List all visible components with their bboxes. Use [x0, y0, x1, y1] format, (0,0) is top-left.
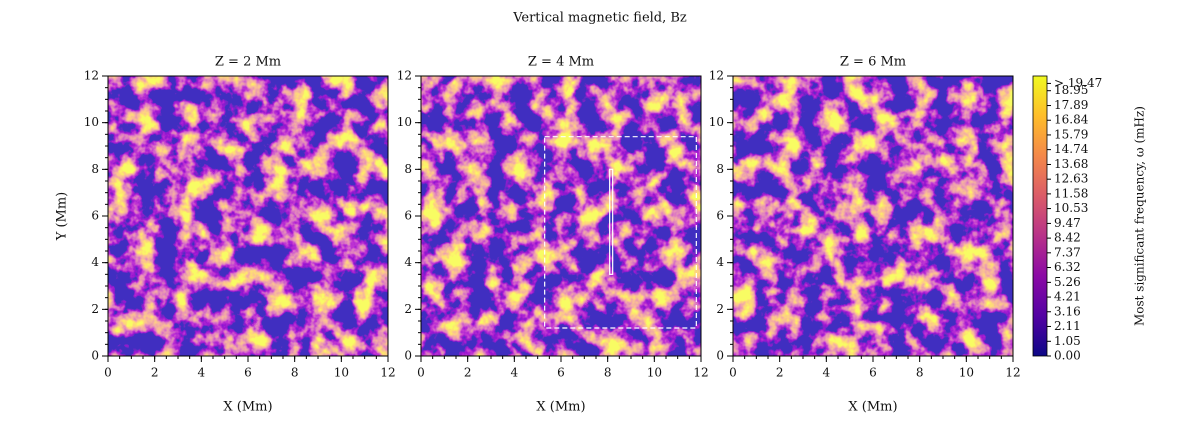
x-tick-label: 2 [151, 366, 159, 380]
colorbar [1032, 75, 1048, 357]
x-axis-label: X (Mm) [848, 400, 897, 415]
y-tick-label: 8 [716, 162, 724, 176]
y-tick-label: 0 [91, 349, 99, 363]
y-tick-label: 0 [404, 349, 412, 363]
x-tick-label: 2 [464, 366, 472, 380]
region-box [544, 136, 697, 329]
y-tick-label: 2 [404, 302, 412, 316]
x-tick-label: 2 [776, 366, 784, 380]
colorbar-tick-label: 11.58 [1054, 186, 1088, 200]
y-tick-label: 6 [716, 209, 724, 223]
panel-title: Z = 4 Mm [528, 55, 594, 70]
colorbar-label: Most significant frequency, ω (mHz) [1133, 106, 1147, 326]
y-tick-label: 4 [716, 255, 724, 269]
colorbar-tick-label: 13.68 [1054, 157, 1088, 171]
y-tick-label: 12 [397, 69, 412, 83]
x-tick-label: 0 [104, 366, 112, 380]
y-tick-label: 10 [84, 115, 99, 129]
colorbar-tick-label: 10.53 [1054, 201, 1088, 215]
x-tick-label: 12 [380, 366, 395, 380]
y-tick-label: 6 [404, 209, 412, 223]
colorbar-tick-label: > 19.47 [1054, 76, 1102, 90]
y-tick-label: 10 [709, 115, 724, 129]
y-tick-label: 4 [91, 255, 99, 269]
x-tick-label: 6 [244, 366, 252, 380]
x-tick-label: 0 [729, 366, 737, 380]
y-tick-label: 2 [716, 302, 724, 316]
y-tick-label: 8 [404, 162, 412, 176]
colorbar-tick-label: 17.89 [1054, 98, 1088, 112]
panel-title: Z = 6 Mm [840, 55, 906, 70]
y-tick-label: 12 [709, 69, 724, 83]
heatmap-image [108, 76, 388, 356]
y-tick-label: 2 [91, 302, 99, 316]
colorbar-tick-label: 0.00 [1054, 349, 1081, 363]
heatmap-image [421, 76, 701, 356]
slit [609, 168, 614, 275]
colorbar-tick-label: 9.47 [1054, 216, 1081, 230]
colorbar-tick-label: 12.63 [1054, 172, 1088, 186]
y-tick-label: 4 [404, 255, 412, 269]
x-tick-label: 10 [334, 366, 349, 380]
colorbar-tick-label: 14.74 [1054, 142, 1089, 156]
panel-title: Z = 2 Mm [215, 55, 281, 70]
y-tick-label: 12 [84, 69, 99, 83]
y-axis-label: Y (Mm) [55, 192, 70, 242]
x-tick-label: 8 [916, 366, 924, 380]
x-tick-label: 4 [511, 366, 519, 380]
x-tick-label: 6 [557, 366, 565, 380]
x-axis-label: X (Mm) [223, 400, 272, 415]
x-tick-label: 10 [959, 366, 974, 380]
x-tick-label: 4 [823, 366, 831, 380]
x-tick-label: 8 [604, 366, 612, 380]
colorbar-tick-label: 2.11 [1054, 319, 1081, 333]
x-tick-label: 12 [1005, 366, 1020, 380]
y-tick-label: 8 [91, 162, 99, 176]
x-tick-label: 0 [417, 366, 425, 380]
colorbar-tick-label: 18.95 [1054, 83, 1088, 97]
colorbar-tick-label: 6.32 [1054, 260, 1081, 274]
colorbar-tick-label: 4.21 [1054, 290, 1081, 304]
figure-title: Vertical magnetic field, Bz [512, 11, 687, 26]
heatmap-image [733, 76, 1013, 356]
colorbar-tick-label: 8.42 [1054, 231, 1081, 245]
y-tick-label: 6 [91, 209, 99, 223]
x-tick-label: 8 [291, 366, 299, 380]
x-tick-label: 10 [647, 366, 662, 380]
colorbar-tick-label: 7.37 [1054, 245, 1081, 259]
x-tick-label: 4 [198, 366, 206, 380]
x-tick-label: 6 [869, 366, 877, 380]
y-tick-label: 10 [397, 115, 412, 129]
colorbar-tick-label: 1.05 [1054, 334, 1081, 348]
x-axis-label: X (Mm) [536, 400, 585, 415]
colorbar-tick-label: 16.84 [1054, 113, 1089, 127]
y-tick-label: 0 [716, 349, 724, 363]
colorbar-tick-label: 15.79 [1054, 127, 1088, 141]
colorbar-tick-label: 3.16 [1054, 304, 1081, 318]
x-tick-label: 12 [693, 366, 708, 380]
colorbar-tick-label: 5.26 [1054, 275, 1081, 289]
